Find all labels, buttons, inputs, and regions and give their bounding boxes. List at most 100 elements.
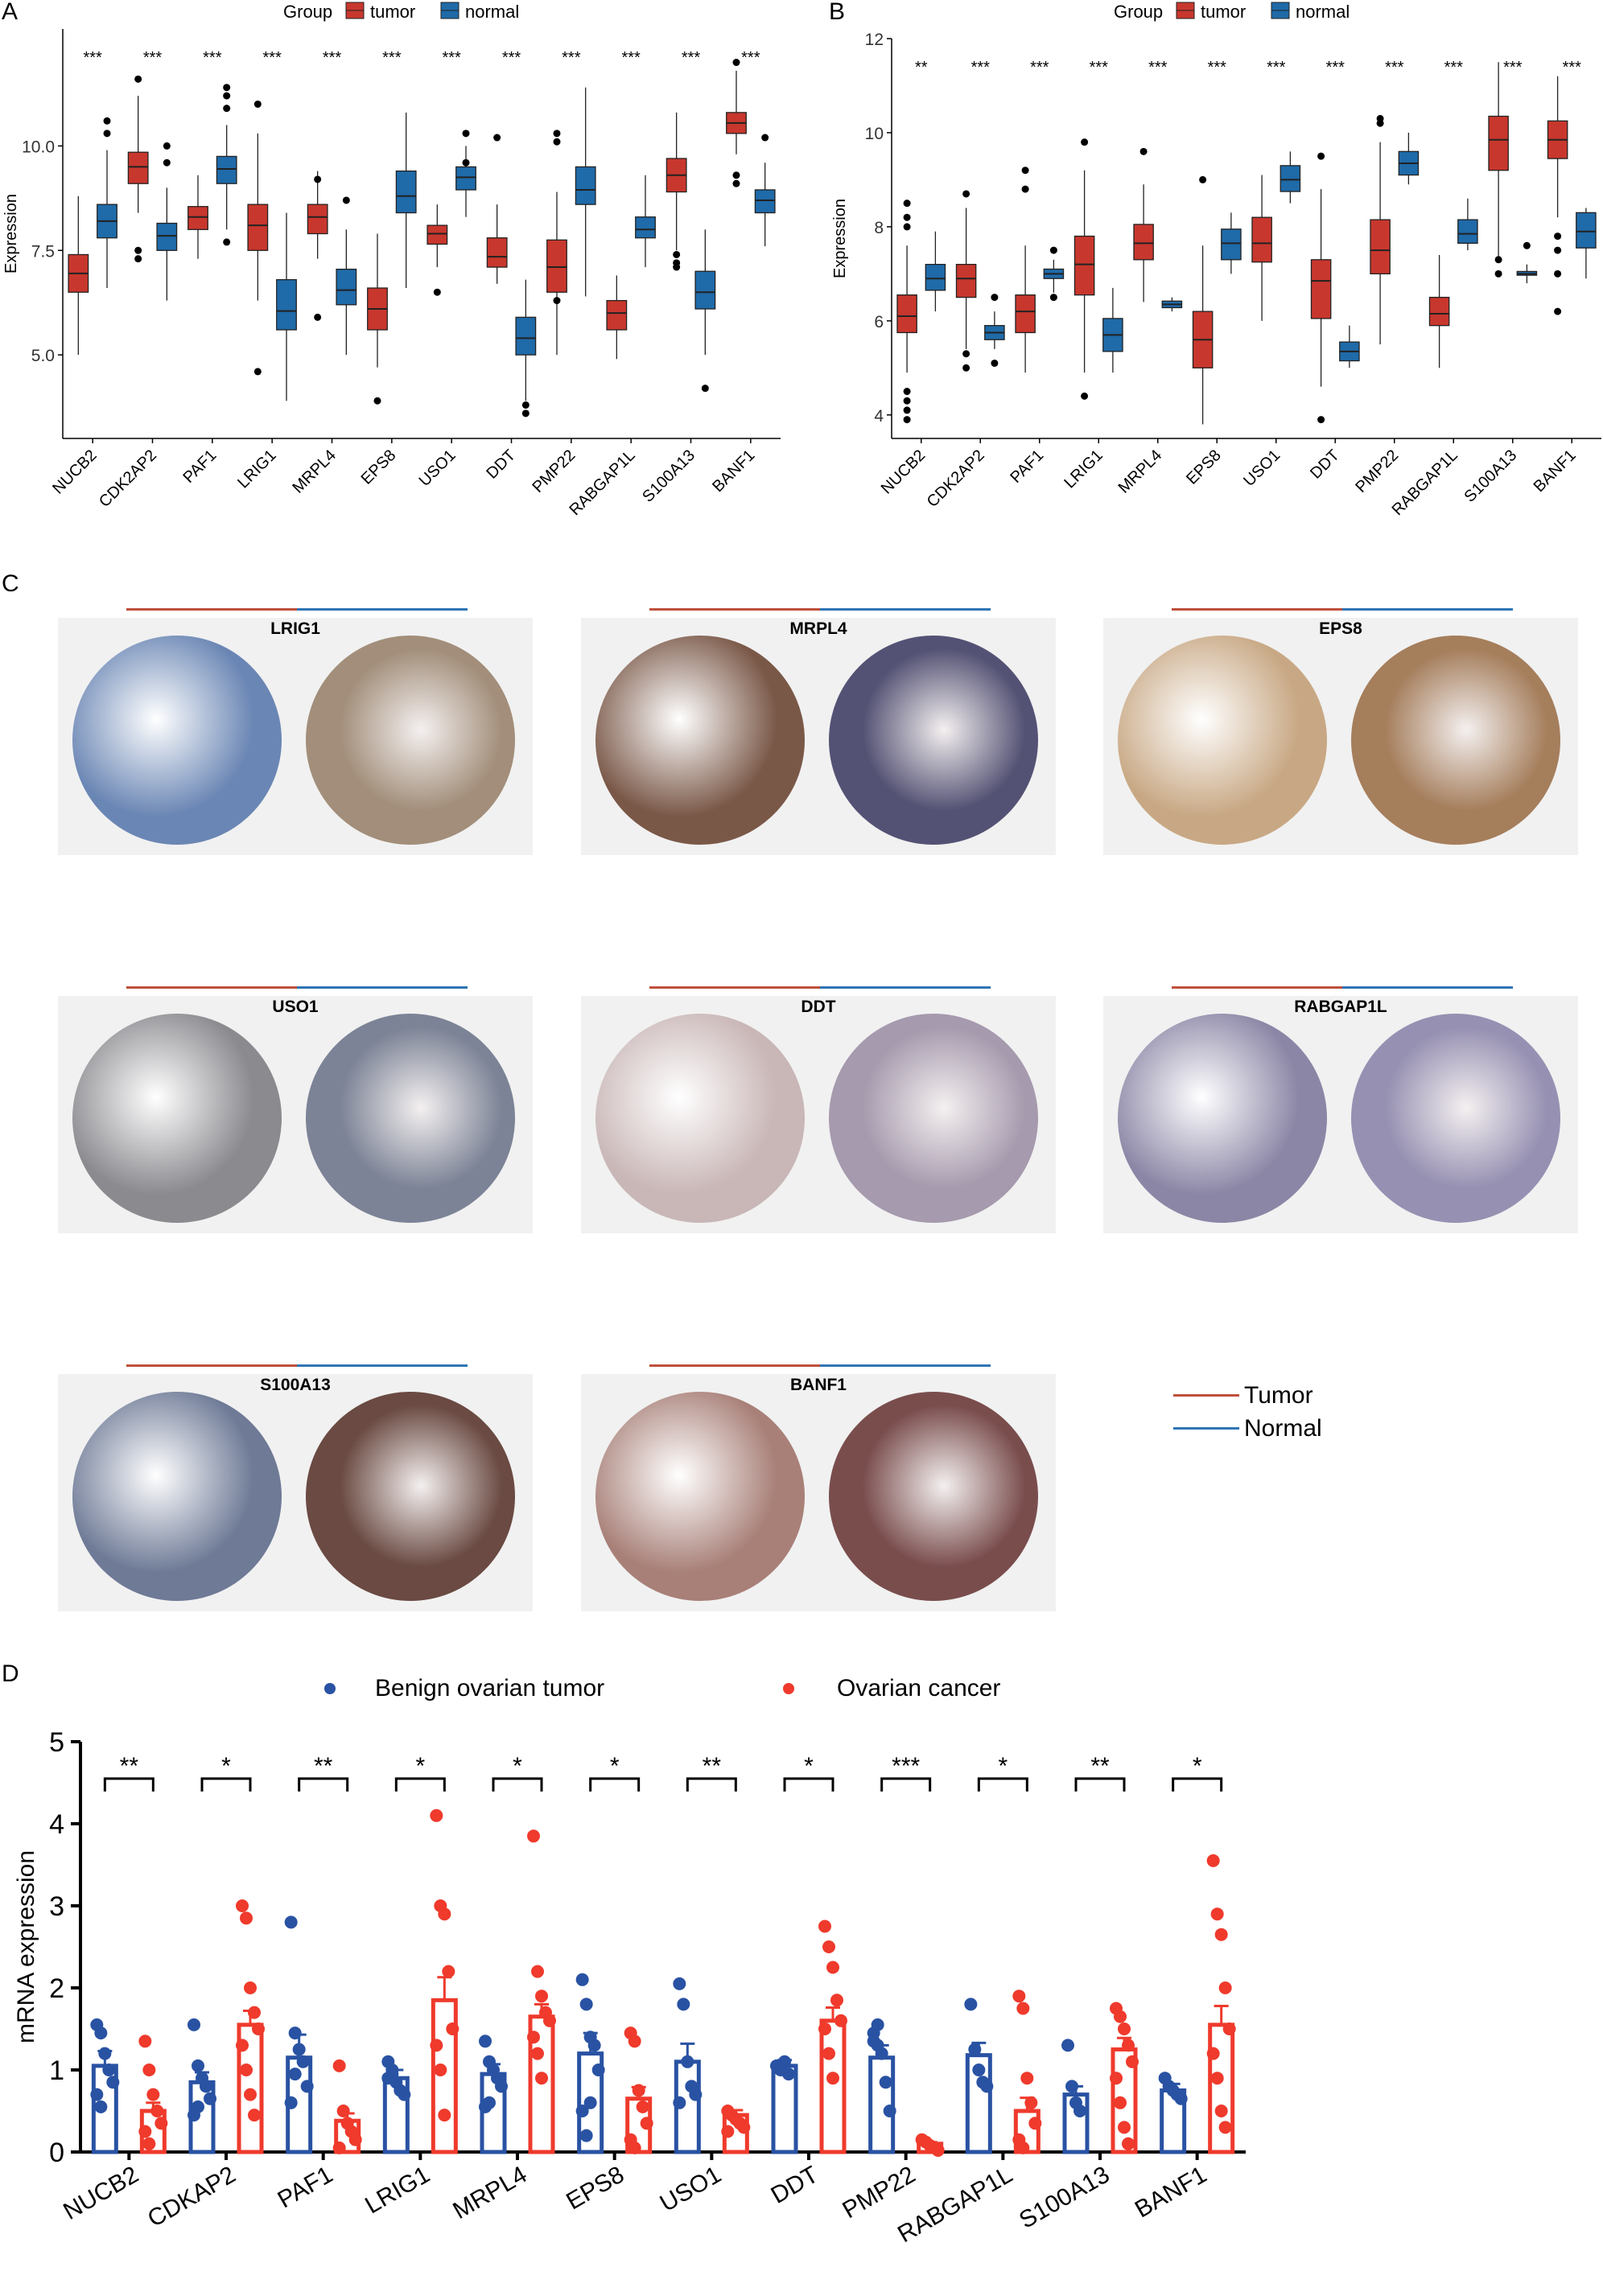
outlier-point: [903, 223, 911, 231]
data-point: [575, 1973, 589, 1986]
outlier-point: [373, 397, 381, 405]
box-normal: [1457, 219, 1478, 244]
box-tumor: [307, 204, 328, 235]
data-point: [1218, 1981, 1232, 1994]
box-tumor: [1488, 115, 1509, 171]
tumor-tissue-core: [72, 1014, 282, 1223]
data-point: [677, 1998, 690, 2011]
significance-mark: ***: [442, 49, 461, 67]
y-tick-label: 4: [874, 407, 884, 426]
data-point: [587, 2039, 601, 2052]
significance-mark: *: [513, 1753, 522, 1780]
significance-mark: ***: [741, 49, 760, 67]
data-point: [673, 2096, 686, 2109]
data-point: [818, 1920, 831, 1933]
tumor-bar: [649, 608, 820, 611]
data-point: [442, 1965, 455, 1978]
significance-bracket: [298, 1777, 349, 1792]
x-tick-label: NUCB2: [49, 446, 100, 497]
normal-bar: [297, 1364, 468, 1367]
data-point: [434, 2064, 447, 2076]
x-tick-label: PAF1: [1007, 446, 1047, 487]
box-tumor: [606, 299, 628, 331]
data-point: [980, 2080, 994, 2093]
x-tick-label: MRPL4: [1115, 446, 1166, 497]
y-tick-label: 7.5: [31, 242, 55, 261]
significance-mark: ***: [1503, 59, 1523, 76]
box-normal: [754, 189, 776, 214]
significance-mark: ***: [892, 1753, 920, 1780]
x-tick-label: MRPL4: [448, 2161, 531, 2224]
data-point: [483, 2096, 496, 2109]
tumor-bar: [126, 986, 297, 989]
x-tick-label: BANF1: [709, 446, 758, 496]
legend-label: normal: [1296, 2, 1350, 22]
box-tumor: [1310, 259, 1332, 319]
outlier-point: [1554, 232, 1562, 241]
normal-bar: [1342, 608, 1513, 611]
data-point: [1073, 2105, 1086, 2117]
x-tick-label: PMP22: [1352, 446, 1402, 496]
legend-label: normal: [465, 2, 519, 22]
outlier-point: [253, 368, 262, 376]
data-point: [931, 2143, 945, 2157]
normal-bar: [820, 1364, 991, 1367]
normal-tissue-core: [829, 1392, 1038, 1601]
data-point: [300, 2080, 314, 2093]
normal-bar: [297, 986, 468, 989]
data-point: [348, 2133, 362, 2146]
normal-tissue-core: [306, 1392, 515, 1601]
panel-label-c: C: [2, 570, 19, 597]
data-point: [288, 2026, 302, 2040]
data-point: [875, 2047, 888, 2060]
data-point: [826, 1961, 839, 1974]
data-point: [972, 2064, 986, 2076]
tma-gene-label: RABGAP1L: [1294, 998, 1387, 1016]
x-tick-label: EPS8: [358, 446, 400, 488]
normal-bar: [820, 986, 991, 989]
data-point: [1061, 2039, 1074, 2052]
x-tick-label: PMP22: [838, 2161, 920, 2224]
legend-tumor-label: Tumor: [1244, 1382, 1313, 1409]
tumor-tissue-core: [595, 1392, 805, 1601]
data-point: [94, 2100, 108, 2113]
tumor-bar: [126, 1364, 297, 1367]
outlier-point: [732, 171, 740, 179]
legend-normal-label: Normal: [1244, 1415, 1322, 1442]
data-point: [90, 2088, 104, 2101]
outlier-point: [314, 313, 322, 321]
outlier-point: [1494, 270, 1502, 278]
significance-mark: ***: [1563, 59, 1582, 76]
outlier-point: [163, 142, 171, 150]
x-tick-label: BANF1: [1531, 446, 1580, 496]
outlier-point: [903, 213, 911, 221]
box-tumor: [955, 264, 977, 298]
significance-bracket: [200, 1777, 252, 1792]
outlier-point: [1523, 241, 1531, 249]
significance-bracket: [686, 1777, 737, 1792]
tma-gene-label: DDT: [801, 998, 836, 1016]
data-point: [155, 2117, 168, 2130]
significance-bracket: [394, 1777, 446, 1792]
legend-label-cancer: Ovarian cancer: [837, 1675, 1000, 1701]
data-point: [1206, 2047, 1220, 2060]
box-normal: [1221, 228, 1242, 261]
outlier-point: [521, 409, 530, 418]
box-tumor: [1015, 294, 1036, 334]
box-normal: [1576, 212, 1597, 249]
data-point: [579, 1998, 593, 2011]
significance-mark: ***: [1090, 59, 1109, 76]
normal-bar: [297, 608, 468, 611]
data-point: [535, 1989, 548, 2003]
data-point: [1206, 1854, 1220, 1867]
outlier-point: [462, 130, 470, 138]
data-point: [192, 2100, 204, 2113]
data-point: [288, 2068, 302, 2081]
tumor-bar: [649, 986, 820, 989]
outlier-point: [673, 263, 681, 271]
outlier-point: [253, 100, 262, 108]
outlier-point: [1554, 246, 1562, 254]
outlier-point: [991, 294, 999, 302]
x-tick-label: LRIG1: [1061, 446, 1106, 492]
data-point: [830, 1994, 843, 2007]
